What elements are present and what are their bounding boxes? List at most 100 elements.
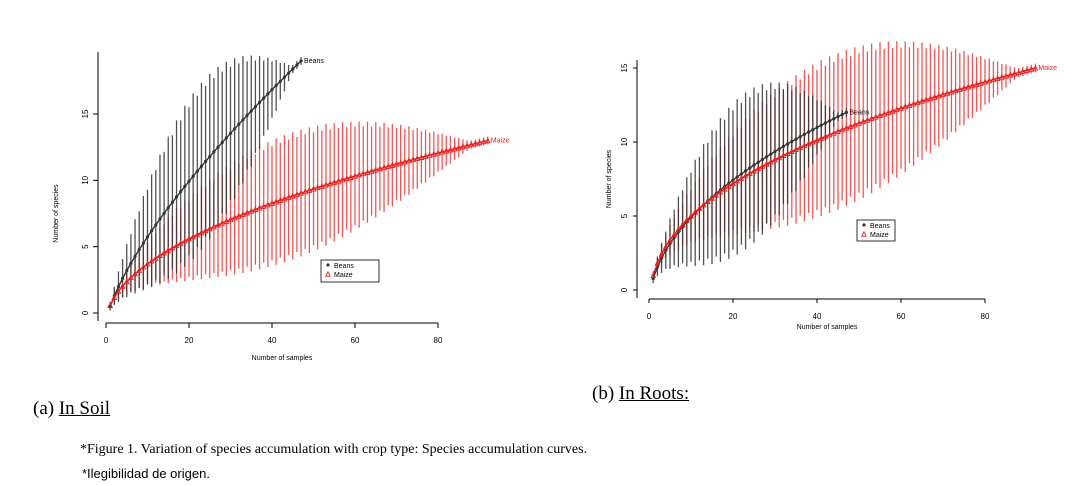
roots-maize-error-bars [652,41,1037,280]
roots-beans-point [773,149,777,154]
roots-maize-point [935,92,942,99]
roots-maize-point [986,77,993,84]
roots-maize-point [671,231,678,238]
roots-maize-point [961,84,967,91]
soil-maize-point [285,194,292,200]
roots-beans-point [815,125,819,130]
roots-maize-point [801,142,808,149]
soil-beans-end-label: Beans [304,58,324,65]
soil-beans-point [253,105,257,109]
roots-legend-label-beans: Beans [870,223,890,230]
roots-maize-point [826,131,833,138]
soil-maize-point [451,145,458,152]
soil-beans-point [179,190,183,194]
roots-maize-point [843,124,850,131]
soil-legend: Beans Maize [320,259,380,283]
soil-maize-point [327,180,334,187]
roots-beans-point [807,130,811,134]
roots-beans-point [832,117,836,121]
roots-maize-point [784,150,791,156]
roots-maize-point [977,79,984,86]
roots-beans-point [769,152,773,156]
soil-maize-point [264,201,271,208]
soil-maize-point [430,150,437,157]
soil-legend-label-beans: Beans [334,263,354,270]
soil-beans-point [249,109,253,113]
soil-maize-point [273,198,280,205]
roots-maize-point [860,118,867,125]
soil-beans-point [282,75,287,79]
soil-maize-point [219,219,226,226]
roots-maize-point [1019,68,1026,75]
soil-maize-point [206,225,213,232]
soil-legend-box [320,259,380,283]
soil-beans-point [141,241,145,245]
roots-y-tick-label: 0 [620,287,629,292]
roots-beans-point [781,144,786,149]
roots-maize-point [864,116,871,123]
roots-maize-point [688,212,694,219]
soil-maize-point [360,170,367,177]
soil-maize-point [223,218,230,224]
roots-maize-point [696,205,703,211]
soil-maize-point [376,165,383,172]
roots-beans-point [823,121,828,125]
roots-maize-point [1011,70,1018,77]
soil-maize-point [318,182,325,189]
soil-maize-point [132,270,138,277]
soil-maize-point [410,156,417,163]
soil-maize-point [418,154,425,160]
soil-maize-point [169,244,176,251]
soil-maize-point [235,212,242,219]
soil-maize-point [173,242,180,249]
soil-maize-point [439,148,446,155]
soil-beans-point [199,164,204,168]
roots-maize-point [780,152,787,159]
roots-maize-point [1015,69,1022,76]
soil-maize-point [422,152,429,159]
soil-beans-point [216,145,220,149]
soil-beans-point [166,206,170,210]
soil-maize-point [401,158,408,165]
soil-maize-point [215,221,221,228]
caption-b-text: In Roots: [618,383,690,404]
soil-maize-point [484,137,491,144]
roots-maize-point [885,109,892,116]
soil-maize-point [119,282,126,289]
soil-beans-point [145,235,150,239]
soil-maize-point [397,159,404,166]
soil-maize-markers [107,137,491,308]
soil-beans-markers [108,59,303,309]
roots-maize-point [952,87,959,94]
soil-maize-curve [109,139,488,306]
roots-maize-point [902,103,909,110]
soil-x-tick-label: 40 [268,336,277,345]
roots-maize-point [709,194,715,201]
soil-maize-point [464,142,470,149]
roots-beans-point [777,147,781,151]
soil-beans-point [295,63,299,67]
soil-beans-point [150,229,154,233]
soil-beans-point [183,184,187,188]
caption-b-prefix: (b) [592,383,619,404]
soil-beans-point [212,150,216,154]
roots-maize-point [814,136,820,143]
figure-note: *Ilegibilidad de origen. [82,466,210,481]
chart-soil: 0 20 40 60 80 0 5 10 15 Number of samples Number o… [53,52,510,362]
roots-y-tick-label: 5 [620,213,629,218]
roots-maize-point [683,216,690,223]
roots-beans-point [836,114,840,119]
roots-legend-marker-beans [862,223,866,227]
soil-beans-point [162,211,166,215]
soil-maize-point [190,233,197,240]
roots-maize-point [759,162,766,169]
roots-maize-point [763,160,770,167]
roots-maize-point [746,169,753,176]
roots-y-tick-label: 10 [620,137,629,146]
soil-beans-point [274,83,278,88]
soil-maize-error-bars [109,121,489,310]
roots-maize-point [717,188,724,195]
soil-y-tick-label: 15 [81,109,90,118]
soil-beans-point [287,71,291,75]
roots-maize-point [898,104,904,111]
